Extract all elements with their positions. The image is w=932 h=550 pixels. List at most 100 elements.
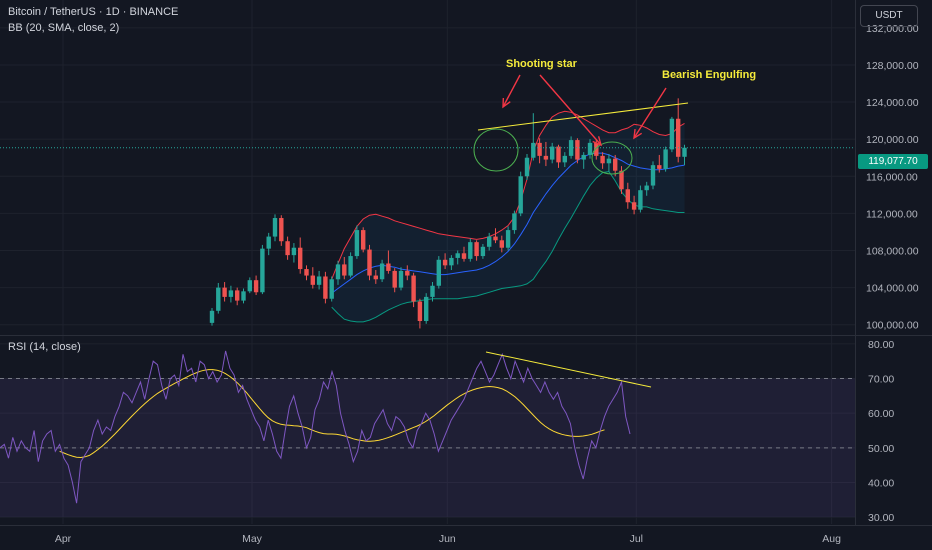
candle [335,260,341,285]
candle-body [386,263,391,271]
rsi-divergence-trendline [485,351,652,388]
candle [606,154,612,172]
candle-body [279,218,284,242]
rsi-ma-line [59,369,605,459]
candle [449,255,454,270]
candle-body [669,118,675,150]
candle-body [613,158,618,171]
candle-body [411,275,416,302]
annotation-shooting-star[interactable]: Shooting star [506,58,577,70]
candle [398,267,404,291]
candle-body [480,246,486,257]
candle [644,181,649,196]
candle-body [487,236,492,247]
candle-body [518,176,523,214]
candle-body [392,270,397,288]
candle-body [631,202,637,210]
candle-body [424,296,429,322]
candle [216,282,221,314]
candle [537,138,542,164]
candle [329,276,334,302]
candle [524,154,530,180]
candle-body [253,280,259,293]
candle-body [619,170,624,190]
candle-body [430,285,435,297]
candle-body [405,270,410,276]
shooting-star-circle-1 [473,128,519,172]
candle-body [348,256,353,276]
candle [361,227,366,253]
candle-body [461,253,467,259]
price-tick-label: 104,000.00 [866,283,919,295]
time-tick-label: May [242,533,263,545]
candle-body [442,259,448,266]
currency-button[interactable]: USDT [860,5,918,27]
candle [657,154,662,173]
candle-body [398,270,404,288]
candle-body [676,118,681,157]
symbol-title: Bitcoin / TetherUS · 1D · BINANCE [8,6,179,18]
rsi-tick-label: 50.00 [868,443,894,455]
candle-body [310,275,315,285]
candle-body [474,242,479,257]
price-tick-label: 112,000.00 [866,208,918,220]
annotation-bearish-engulfing[interactable]: Bearish Engulfing [662,69,757,81]
candle [613,154,618,177]
candle [505,226,511,251]
arrow-head [633,128,643,140]
candle [512,210,517,234]
candle [518,171,523,217]
candle-body [606,158,612,164]
candle [480,244,486,259]
last-price-badge: 119,077.70 [858,154,928,169]
candle [619,166,624,194]
arrow-bearish-engulfing [633,87,667,140]
candle [663,146,668,172]
candle [650,161,656,190]
candle-body [550,146,555,160]
time-tick-label: Jun [439,533,456,545]
price-tick-label: 116,000.00 [866,171,918,183]
rsi-tick-label: 40.00 [868,477,894,489]
candle [499,235,504,253]
candle-body [216,287,221,311]
candle-body [260,248,265,293]
candle-body [329,279,334,299]
candle [392,268,397,293]
candle-body [657,165,662,169]
candle-body [323,276,328,299]
rsi-tick-label: 60.00 [868,408,894,420]
candle-body [493,236,498,241]
candle [316,270,322,290]
candle-body [342,264,347,276]
candle [222,282,227,302]
candle [474,240,479,261]
arrow-head [592,136,603,147]
candle-body [272,218,278,237]
candle [468,238,473,262]
candle-body [436,259,441,286]
candle-body [241,291,246,301]
candle-body [575,140,580,160]
bb-indicator-label[interactable]: BB (20, SMA, close, 2) [8,22,120,34]
candle [430,282,435,302]
rsi-pane [0,350,652,504]
rsi-indicator-label[interactable]: RSI (14, close) [8,341,81,353]
candle [386,250,391,274]
candle-body [247,280,252,292]
candle-body [222,287,227,297]
candle-body [682,147,687,157]
candle-body [638,190,643,210]
candle-body [505,230,511,248]
candle [241,288,246,304]
price-tick-label: 120,000.00 [866,134,919,146]
candle [631,195,637,215]
price-annotations [473,74,689,175]
candle [298,237,303,274]
candle [625,182,630,209]
time-tick-label: Aug [822,533,841,545]
candle-body [650,165,656,186]
candle [638,185,643,213]
